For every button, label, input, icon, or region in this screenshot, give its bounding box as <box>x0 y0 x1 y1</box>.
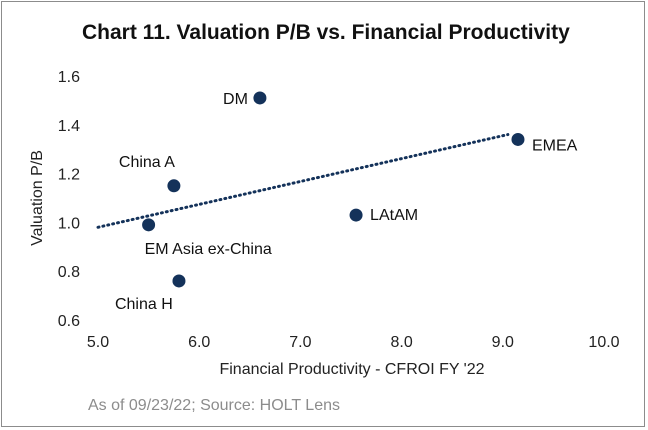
x-tick-label: 8.0 <box>390 334 412 351</box>
data-point <box>349 208 363 222</box>
x-tick-label: 10.0 <box>588 334 619 351</box>
data-point <box>172 274 186 288</box>
data-point-label: EM Asia ex-China <box>145 241 272 258</box>
x-tick-label: 9.0 <box>492 334 514 351</box>
y-tick-label: 1.2 <box>58 167 80 184</box>
y-tick-label: 0.8 <box>58 264 80 281</box>
data-point <box>253 91 267 105</box>
data-point-label: China A <box>119 154 175 171</box>
x-tick-label: 5.0 <box>87 334 109 351</box>
y-axis-ticks: 0.6 0.8 1.0 1.2 1.4 1.6 <box>58 69 80 330</box>
data-point-label: EMEA <box>532 137 578 154</box>
y-axis-label: Valuation P/B <box>29 150 46 246</box>
y-tick-label: 1.6 <box>58 69 80 86</box>
data-point-label: China H <box>115 296 173 313</box>
y-tick-label: 0.6 <box>58 313 80 330</box>
x-tick-label: 7.0 <box>289 334 311 351</box>
data-point <box>142 218 156 232</box>
trendline <box>96 133 510 229</box>
data-point-labels: DM EMEA China A LAtAM EM Asia ex-China China … <box>115 91 578 313</box>
x-axis-ticks: 5.0 6.0 7.0 8.0 9.0 10.0 <box>87 334 620 351</box>
data-points <box>142 91 525 288</box>
data-point <box>511 132 525 146</box>
chart-title: Chart 11. Valuation P/B vs. Financial Pr… <box>82 21 570 44</box>
data-point <box>167 179 181 193</box>
y-tick-label: 1.0 <box>58 215 80 232</box>
data-point-label: LAtAM <box>370 207 418 224</box>
y-tick-label: 1.4 <box>58 118 80 135</box>
trendline-group <box>96 133 510 229</box>
x-tick-label: 6.0 <box>188 334 210 351</box>
data-point-label: DM <box>223 91 248 108</box>
x-axis-label: Financial Productivity - CFROI FY '22 <box>219 361 484 378</box>
source-note: As of 09/23/22; Source: HOLT Lens <box>88 397 340 414</box>
